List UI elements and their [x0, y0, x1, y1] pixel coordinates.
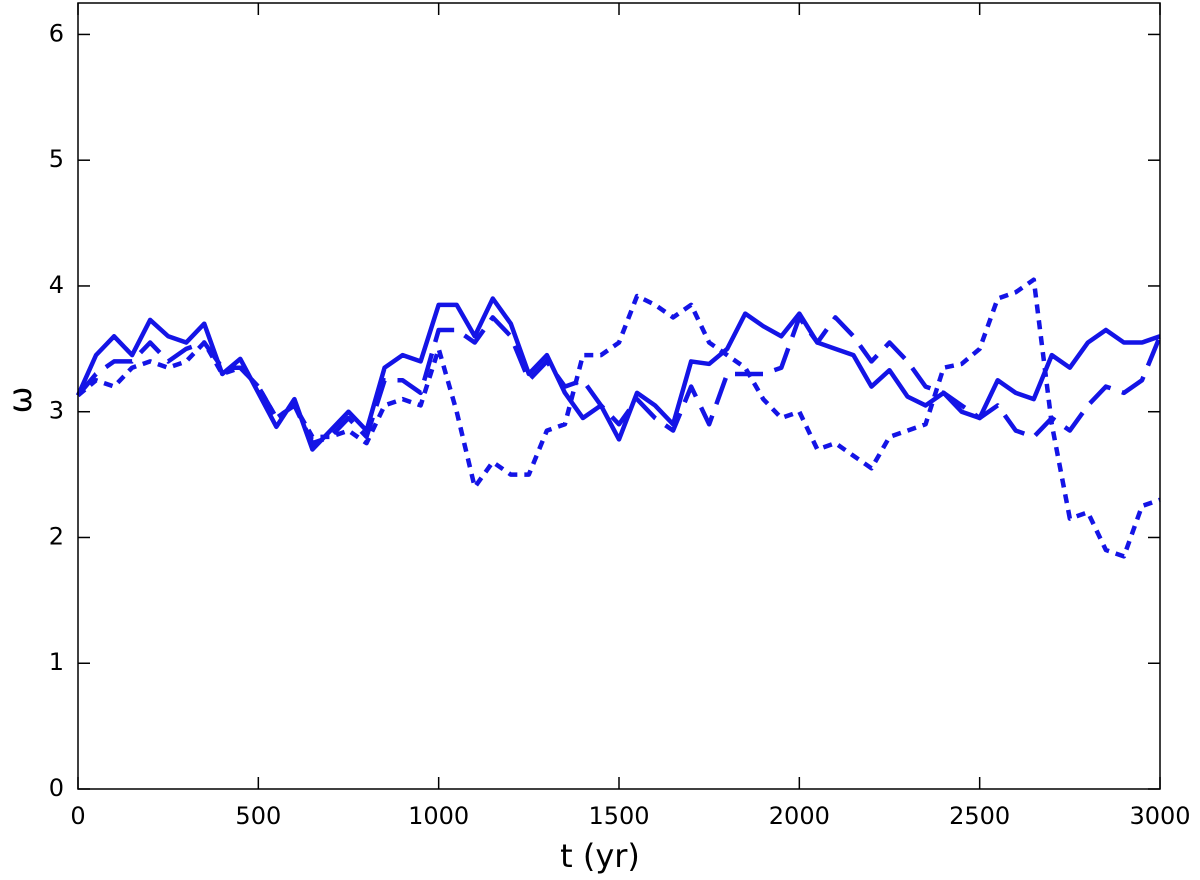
x-tick-label: 0 — [70, 802, 85, 830]
y-tick-label: 6 — [49, 19, 64, 47]
y-axis-label: ω — [1, 387, 39, 414]
plot-frame — [77, 2, 1161, 790]
y-tick-label: 4 — [49, 271, 64, 299]
y-tick-label: 2 — [49, 522, 64, 550]
y-tick-label: 3 — [49, 397, 64, 425]
x-tick-label: 2500 — [949, 802, 1010, 830]
y-tick-label: 1 — [49, 648, 64, 676]
x-tick-label: 3000 — [1129, 802, 1190, 830]
y-tick-label: 5 — [49, 145, 64, 173]
line-series — [76, 315, 1163, 446]
line-series — [76, 277, 1161, 559]
x-axis-label: t (yr) — [560, 837, 640, 875]
x-tick-label: 1500 — [588, 802, 649, 830]
x-tick-label: 500 — [235, 802, 281, 830]
line-series — [75, 296, 1161, 452]
y-tick-label: 0 — [49, 774, 64, 802]
x-tick-label: 2000 — [769, 802, 830, 830]
x-tick-label: 1000 — [408, 802, 469, 830]
